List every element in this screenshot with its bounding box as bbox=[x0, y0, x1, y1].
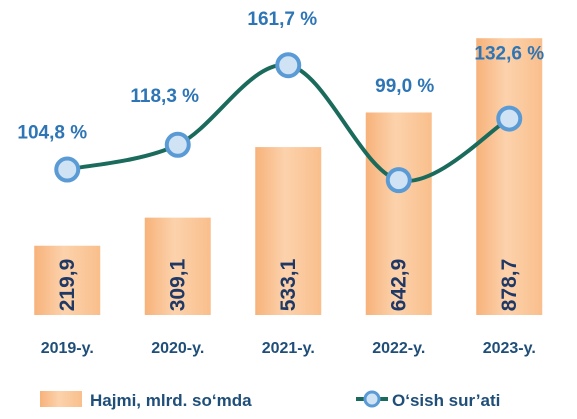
line-marker-1 bbox=[164, 131, 191, 158]
line-marker-0 bbox=[54, 156, 81, 183]
x-tick-label-0: 2019-y. bbox=[41, 340, 94, 357]
bar-value-label-1: 309,1 bbox=[166, 258, 189, 311]
legend-line-marker bbox=[363, 390, 381, 408]
labels-layer: 219,9 309,1 533,1 642,9 878,7 104,8 % 118,3 % 1… bbox=[17, 9, 544, 311]
bar-3 bbox=[365, 112, 432, 315]
x-axis-ticks: 2019-y. 2020-y. 2021-y. 2022-y. 2023-y. bbox=[41, 340, 536, 357]
bar-value-label-4: 878,7 bbox=[498, 259, 521, 312]
legend-bar-label: Hajmi, mlrd. so‘mda bbox=[90, 391, 252, 410]
legend-line-label: O‘sish sur’ati bbox=[392, 391, 500, 410]
bar-value-label-3: 642,9 bbox=[387, 259, 410, 312]
bar-0 bbox=[34, 245, 101, 315]
legend: Hajmi, mlrd. so‘mda O‘sish sur’ati bbox=[40, 390, 500, 410]
line-value-label-3: 99,0 % bbox=[375, 76, 434, 97]
bars-layer bbox=[34, 38, 543, 315]
x-tick-label-4: 2023-y. bbox=[483, 340, 536, 357]
x-tick-label-3: 2022-y. bbox=[372, 340, 425, 357]
bar-2 bbox=[255, 147, 322, 315]
x-tick-label-1: 2020-y. bbox=[151, 340, 204, 357]
legend-bar-swatch bbox=[40, 391, 82, 407]
x-tick-label-2: 2021-y. bbox=[262, 340, 315, 357]
bar-value-label-2: 533,1 bbox=[277, 258, 300, 311]
bar-value-label-0: 219,9 bbox=[56, 259, 79, 312]
line-marker-3 bbox=[385, 167, 412, 194]
bar-4 bbox=[476, 38, 543, 315]
line-value-label-0: 104,8 % bbox=[17, 123, 87, 144]
bar-1 bbox=[144, 217, 211, 315]
line-marker-4 bbox=[496, 105, 523, 132]
line-value-label-1: 118,3 % bbox=[130, 86, 199, 107]
line-value-label-4: 132,6 % bbox=[474, 44, 544, 65]
line-layer bbox=[54, 52, 523, 194]
line-marker-2 bbox=[275, 52, 302, 79]
line-value-label-2: 161,7 % bbox=[247, 9, 317, 30]
